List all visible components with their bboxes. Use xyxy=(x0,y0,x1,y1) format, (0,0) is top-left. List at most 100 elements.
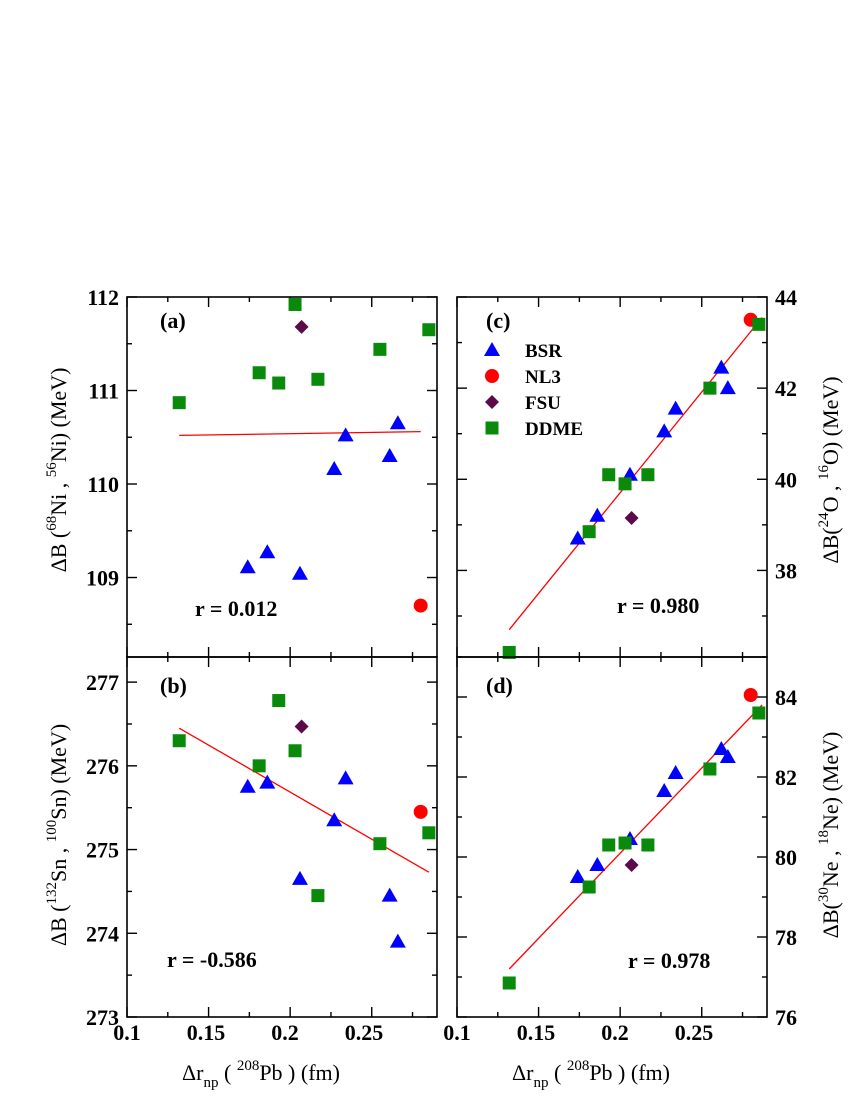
correlation-label-d: r = 0.978 xyxy=(628,948,710,973)
point-ddme-a xyxy=(172,396,186,410)
plot-frame-a xyxy=(126,296,438,658)
point-ddme-b xyxy=(311,889,325,903)
correlation-label-b: r = -0.586 xyxy=(167,947,257,972)
point-ddme-d xyxy=(641,838,655,852)
point-ddme-c xyxy=(641,468,655,482)
point-fsu-c xyxy=(624,511,639,526)
point-bsr-d xyxy=(656,783,673,797)
y-tick-label-d: 84 xyxy=(775,685,797,710)
point-ddme-c xyxy=(582,525,596,539)
panel-b: 273 274 275 276 277 xyxy=(86,656,438,1030)
point-bsr-c xyxy=(569,530,586,545)
y-tick-label-a: 111 xyxy=(88,379,119,404)
y-tick-label-c: 44 xyxy=(775,285,797,310)
point-ddme-a xyxy=(311,372,325,386)
plot-frame-d xyxy=(456,656,768,1018)
point-fsu-a xyxy=(294,319,309,334)
x-tick-label-right-1: 0.15 xyxy=(517,1020,556,1045)
x-tick-label-left-1: 0.15 xyxy=(187,1020,226,1045)
y-axis-title-a: ΔB (68Ni , 56Ni) (MeV) xyxy=(44,368,71,573)
panel-d: 76 78 80 82 84 xyxy=(456,656,797,1030)
point-ddme-b xyxy=(373,837,387,851)
y-tick-label-b: 274 xyxy=(86,921,119,946)
point-ddme-d xyxy=(502,976,516,990)
point-bsr-a xyxy=(389,415,406,430)
panel-tag-a: (a) xyxy=(160,308,186,333)
point-nl3-d xyxy=(743,688,758,702)
point-ddme-c xyxy=(703,381,717,395)
point-bsr-c xyxy=(667,400,684,415)
point-ddme-c xyxy=(618,477,632,491)
legend-marker-fsu xyxy=(485,395,499,409)
point-fsu-d xyxy=(624,858,639,872)
point-bsr-a xyxy=(381,447,398,462)
point-bsr-b xyxy=(259,774,276,789)
x-tick-label-left-2: 0.2 xyxy=(271,1020,299,1045)
panel-tag-b: (b) xyxy=(160,673,187,698)
point-ddme-b xyxy=(288,744,302,758)
y-tick-label-a: 110 xyxy=(87,472,119,497)
y-tick-label-d: 80 xyxy=(775,845,797,870)
fit-line-c xyxy=(508,317,763,631)
point-ddme-c xyxy=(602,468,616,482)
point-ddme-a xyxy=(272,376,286,390)
legend-label-fsu: FSU xyxy=(525,393,561,414)
point-bsr-c xyxy=(621,466,638,481)
point-bsr-b xyxy=(291,870,308,885)
legend-label-nl3: NL3 xyxy=(525,367,561,388)
point-fsu-b xyxy=(294,719,309,734)
point-bsr-a xyxy=(259,544,276,559)
panel-tag-d: (d) xyxy=(486,673,513,698)
point-ddme-b xyxy=(172,734,186,748)
y-tick-label-a: 109 xyxy=(86,566,119,591)
y-tick-label-d: 78 xyxy=(775,925,797,950)
fit-line-d xyxy=(508,704,763,970)
y-tick-label-c: 40 xyxy=(775,467,797,492)
point-bsr-b xyxy=(326,812,343,827)
y-tick-label-c: 42 xyxy=(775,376,797,401)
point-bsr-d xyxy=(589,857,606,871)
x-axis-title-left: Δrnp ( 208Pb ) (fm) xyxy=(182,1058,340,1091)
point-bsr-a xyxy=(239,559,256,574)
point-bsr-d xyxy=(569,869,586,883)
point-bsr-c xyxy=(656,423,673,438)
point-ddme-b xyxy=(272,694,286,708)
x-tick-label-left-3: 0.25 xyxy=(345,1020,384,1045)
point-ddme-c xyxy=(502,645,516,659)
point-bsr-a xyxy=(291,565,308,580)
point-bsr-c xyxy=(713,359,730,374)
legend-label-ddme: DDME xyxy=(525,419,583,440)
point-ddme-a xyxy=(288,297,302,311)
point-nl3-b xyxy=(413,804,428,819)
legend-marker-nl3 xyxy=(485,369,499,383)
y-tick-label-b: 273 xyxy=(86,1005,119,1030)
x-tick-label-right-3: 0.25 xyxy=(675,1020,714,1045)
point-nl3-a xyxy=(413,598,428,613)
point-ddme-b xyxy=(422,826,436,840)
point-ddme-a xyxy=(422,323,436,337)
point-bsr-b xyxy=(239,778,256,793)
point-bsr-d xyxy=(713,741,730,755)
point-bsr-d xyxy=(667,765,684,779)
x-tick-label-right-2: 0.2 xyxy=(601,1020,629,1045)
point-bsr-a xyxy=(326,461,343,476)
y-tick-label-d: 82 xyxy=(775,765,797,790)
correlation-label-a: r = 0.012 xyxy=(195,596,277,621)
point-ddme-d xyxy=(602,838,616,852)
legend-marker-ddme xyxy=(485,421,499,435)
plot-frame-b xyxy=(126,656,438,1018)
y-tick-label-b: 277 xyxy=(86,670,119,695)
y-axis-title-c: ΔB(24O , 16O) (MeV) xyxy=(816,376,843,563)
fit-line-b xyxy=(178,727,430,873)
correlation-label-c: r = 0.980 xyxy=(617,593,699,618)
point-ddme-d xyxy=(618,836,632,850)
y-axis-title-d: ΔB(30Ne , 18Ne) (MeV) xyxy=(816,732,843,939)
point-bsr-d xyxy=(719,749,736,763)
point-ddme-a xyxy=(252,366,266,380)
y-tick-label-c: 38 xyxy=(775,558,797,583)
y-tick-label-b: 275 xyxy=(86,838,119,863)
point-ddme-b xyxy=(252,759,266,773)
y-tick-label-a: 112 xyxy=(87,285,119,310)
panel-c: 38 40 42 44 xyxy=(456,285,797,659)
y-tick-label-d: 76 xyxy=(775,1005,797,1030)
